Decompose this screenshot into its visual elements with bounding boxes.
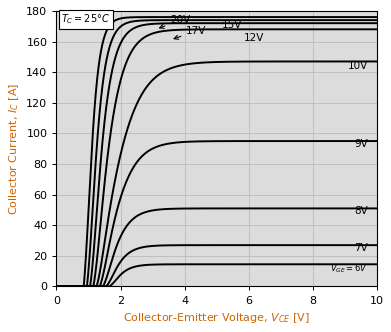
Text: 8V: 8V (354, 207, 368, 216)
Text: 12V: 12V (244, 34, 264, 43)
X-axis label: Collector-Emitter Voltage, $V_{CE}$ [V]: Collector-Emitter Voltage, $V_{CE}$ [V] (123, 311, 310, 325)
Text: 15V: 15V (222, 20, 242, 30)
Text: $V_{GE}=6V$: $V_{GE}=6V$ (330, 263, 368, 275)
Text: 9V: 9V (354, 139, 368, 149)
Text: 7V: 7V (354, 243, 368, 253)
Text: 17V: 17V (174, 26, 207, 39)
Text: 20V: 20V (160, 15, 190, 29)
Y-axis label: Collector Current, $I_C$ [A]: Collector Current, $I_C$ [A] (7, 83, 21, 215)
Text: 10V: 10V (348, 61, 368, 71)
Text: $T_C = 25°C$: $T_C = 25°C$ (61, 13, 110, 26)
